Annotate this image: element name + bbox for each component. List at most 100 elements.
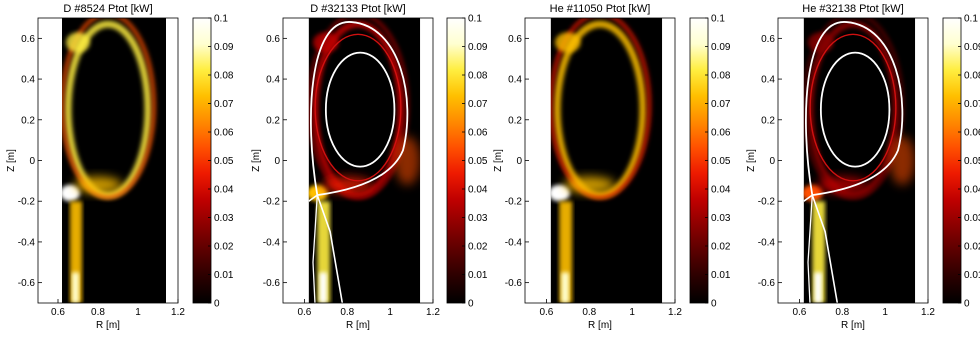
edge-emission-ring xyxy=(64,20,152,199)
colorbar-tick-label: 0.08 xyxy=(214,71,234,82)
inner-flux-surface xyxy=(324,51,396,168)
x-axis-label: R [m] xyxy=(96,320,120,331)
colorbar-tick-label: 0.04 xyxy=(964,185,980,196)
y-tick-label: 0.4 xyxy=(21,75,35,86)
y-tick-label: -0.6 xyxy=(505,278,523,289)
x-axis-label: R [m] xyxy=(588,320,612,331)
y-tick-label: 0.6 xyxy=(508,34,522,45)
y-tick-label: 0.2 xyxy=(266,115,280,126)
colorbar-tick-label: 0.08 xyxy=(964,71,980,82)
xpoint-emission xyxy=(62,184,80,202)
strike-point xyxy=(561,272,569,303)
colorbar-tick-label: 0.04 xyxy=(468,185,488,196)
y-tick-label: -0.4 xyxy=(758,237,776,248)
y-tick-label: 0 xyxy=(769,156,775,167)
colorbar-tick-label: 0.09 xyxy=(711,42,731,53)
y-tick-label: -0.2 xyxy=(18,197,36,208)
upper-hot-spot xyxy=(313,32,339,53)
colorbar-tick-label: 0.09 xyxy=(214,42,234,53)
x-axis-label: R [m] xyxy=(841,320,865,331)
colorbar-tick-label: 0.05 xyxy=(711,156,731,167)
strike-point xyxy=(72,272,79,303)
separatrix xyxy=(310,21,409,196)
colorbar-tick-label: 0.04 xyxy=(711,185,731,196)
colorbar-tick-label: 0.03 xyxy=(214,213,234,224)
x-tick-label: 1 xyxy=(882,307,888,318)
separatrix-leg-inner xyxy=(312,195,318,303)
colorbar-tick-label: 0.03 xyxy=(468,213,488,224)
x-tick-label: 1 xyxy=(629,307,635,318)
x-tick-label: 1 xyxy=(387,307,393,318)
inner-flux-surface xyxy=(819,51,891,168)
x-tick-label: 0.6 xyxy=(539,307,553,318)
y-tick-label: -0.4 xyxy=(505,237,523,248)
x-tick-label: 0.6 xyxy=(51,307,65,318)
y-tick-label: -0.2 xyxy=(505,197,523,208)
separatrix xyxy=(805,21,904,196)
y-tick-label: -0.2 xyxy=(758,197,776,208)
x-tick-label: 1.2 xyxy=(921,307,935,318)
y-tick-label: 0.2 xyxy=(21,115,35,126)
y-tick-label: 0.2 xyxy=(508,115,522,126)
xpoint-emission xyxy=(550,184,570,202)
xpoint-halo xyxy=(563,176,615,194)
y-tick-label: 0.6 xyxy=(21,34,35,45)
chart-panel-3: He #11050 Ptot [kW] 0.6 0.8 1 1.2 0.6 0.4 0.2 0 -… xyxy=(493,3,731,331)
heatmap-image xyxy=(803,18,916,303)
x-axis-label: R [m] xyxy=(346,320,370,331)
y-tick-label: -0.6 xyxy=(18,278,36,289)
colorbar-tick-label: 0.01 xyxy=(711,270,731,281)
x-tick-label: 1.2 xyxy=(171,307,185,318)
heatmap-image xyxy=(550,18,663,303)
colorbar-tick-label: 0.1 xyxy=(214,14,228,25)
outer-emission-ring xyxy=(62,18,156,200)
red-flux-surface xyxy=(314,33,402,182)
x-tick-label: 0.8 xyxy=(91,307,105,318)
strike-point xyxy=(319,272,327,303)
colorbar-tick-label: 0.05 xyxy=(214,156,234,167)
y-tick-label: -0.6 xyxy=(263,278,281,289)
colorbar-tick-label: 0 xyxy=(468,299,474,310)
colorbar-tick-label: 0.02 xyxy=(214,242,234,253)
colorbar-tick-label: 0.07 xyxy=(468,99,488,110)
colorbar-tick-label: 0.07 xyxy=(214,99,234,110)
x-tick-label: 0.6 xyxy=(792,307,806,318)
chart-title: D #8524 Ptot [kW] xyxy=(63,3,152,15)
colorbar-tick-label: 0 xyxy=(964,299,970,310)
outer-emission-ring xyxy=(550,18,652,200)
x-tick-label: 0.8 xyxy=(582,307,596,318)
outer-midplane-glow xyxy=(889,136,916,185)
flux-surface-overlay xyxy=(803,21,904,303)
colorbar: 0 0.01 0.02 0.03 0.04 0.05 0.06 0.07 0.08 0.09 0.1 xyxy=(192,14,234,310)
y-axis-label: Z [m] xyxy=(6,149,17,172)
upper-hot-spot xyxy=(66,32,90,53)
chart-panel-4: He #32138 Ptot [kW] 0.6 0.8 1 1.2 0.6 0.4 0.2 0 -… xyxy=(746,3,980,331)
colorbar-tick-label: 0.08 xyxy=(468,71,488,82)
colorbar-tick-label: 0.05 xyxy=(964,156,980,167)
edge-emission-ring xyxy=(553,20,647,199)
y-tick-label: 0.4 xyxy=(508,75,522,86)
chart-title: He #32138 Ptot [kW] xyxy=(802,3,904,15)
upper-hot-spot xyxy=(808,32,834,53)
x-tick-label: 0.8 xyxy=(340,307,354,318)
y-tick-label: -0.4 xyxy=(263,237,281,248)
colorbar-tick-label: 0.03 xyxy=(711,213,731,224)
colorbar-tick-label: 0.1 xyxy=(711,14,725,25)
outer-midplane-glow xyxy=(394,136,421,185)
y-axis-label: Z [m] xyxy=(493,149,504,172)
separatrix-leg-inner xyxy=(807,195,813,303)
red-flux-surface xyxy=(809,33,897,182)
y-tick-label: 0.4 xyxy=(761,75,775,86)
colorbar-tick-label: 0.06 xyxy=(214,128,234,139)
x-tick-label: 1.2 xyxy=(668,307,682,318)
y-tick-label: 0.2 xyxy=(761,115,775,126)
chart-panel-1: D #8524 Ptot [kW] 0.6 0.8 1 1.2 0.6 0.4 0.2 0 -0.… xyxy=(6,3,234,331)
y-axis-label: Z [m] xyxy=(746,149,757,172)
colorbar: 0 0.01 0.02 0.03 0.04 0.05 0.06 0.07 0.08 0.09 0.1 xyxy=(446,14,488,310)
colorbar-tick-label: 0.09 xyxy=(468,42,488,53)
colorbar-tick-label: 0.09 xyxy=(964,42,980,53)
colorbar-tick-label: 0 xyxy=(214,299,220,310)
y-tick-label: 0 xyxy=(516,156,522,167)
colorbar-tick-label: 0.01 xyxy=(964,270,980,281)
